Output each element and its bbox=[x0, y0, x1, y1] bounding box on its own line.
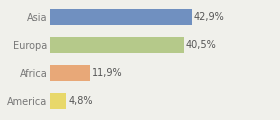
Bar bbox=[50, 37, 184, 53]
Bar bbox=[50, 9, 192, 25]
Text: 42,9%: 42,9% bbox=[194, 12, 225, 22]
Bar bbox=[50, 65, 90, 81]
Bar bbox=[50, 93, 66, 109]
Text: 40,5%: 40,5% bbox=[186, 40, 216, 50]
Text: 4,8%: 4,8% bbox=[68, 96, 93, 106]
Text: 11,9%: 11,9% bbox=[92, 68, 122, 78]
